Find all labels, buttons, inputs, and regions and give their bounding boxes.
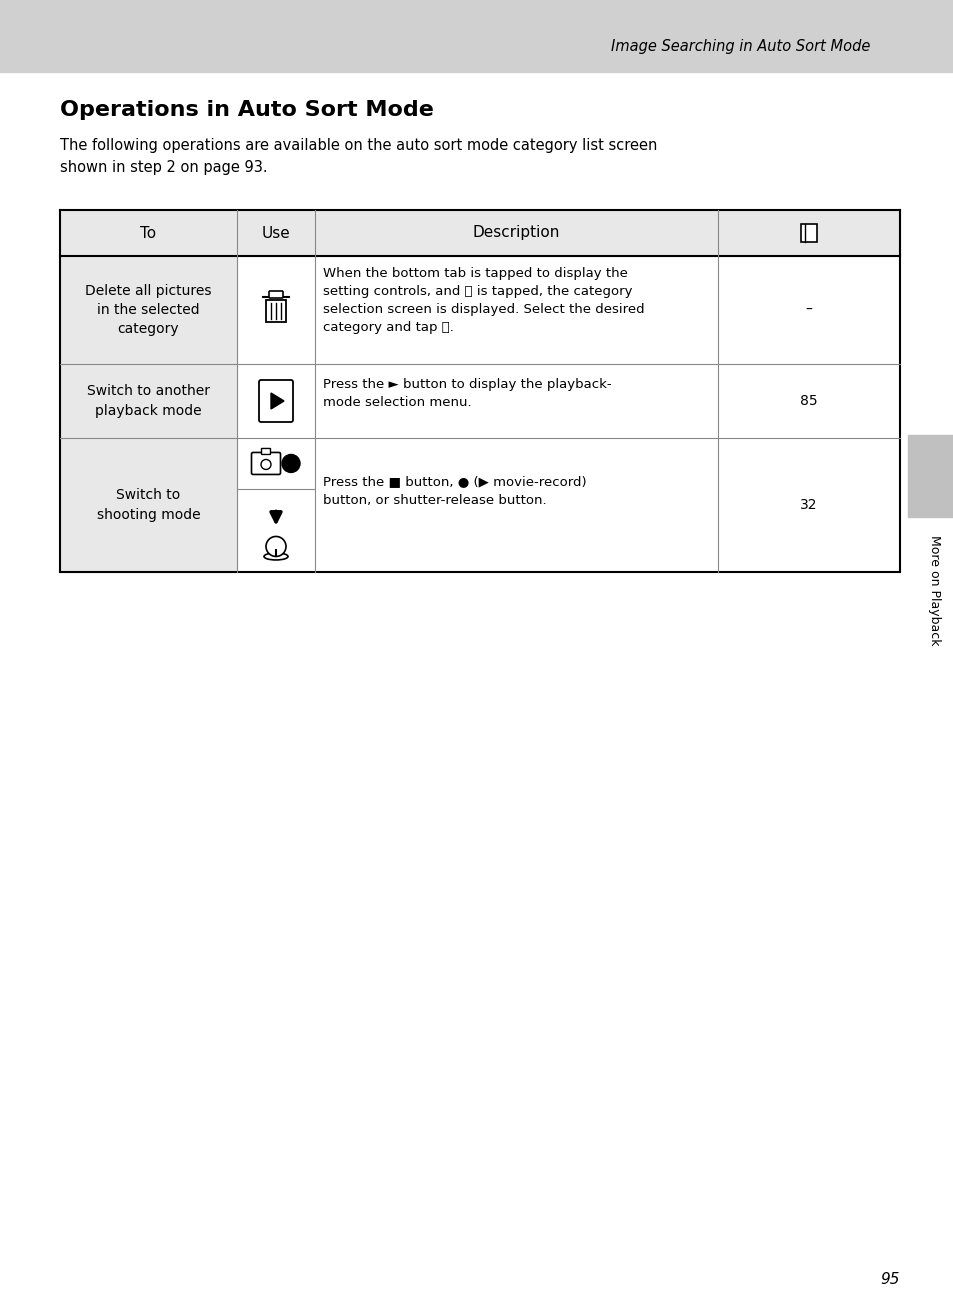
Circle shape	[266, 536, 286, 556]
Circle shape	[282, 455, 299, 473]
Text: Delete all pictures
in the selected
category: Delete all pictures in the selected cate…	[85, 284, 212, 336]
Text: –: –	[804, 304, 812, 317]
Text: Use: Use	[261, 226, 290, 240]
Text: Press the ► button to display the playback-
mode selection menu.: Press the ► button to display the playba…	[323, 378, 611, 409]
Text: Switch to another
playback mode: Switch to another playback mode	[87, 384, 210, 418]
Text: When the bottom tab is tapped to display the
setting controls, and Ⓣ is tapped, : When the bottom tab is tapped to display…	[323, 267, 644, 334]
Bar	[60, 364, 236, 438]
Text: More on Playback: More on Playback	[927, 535, 941, 645]
Text: Press the ■ button, ● (▶ movie-record)
button, or shutter-release button.: Press the ■ button, ● (▶ movie-record) b…	[323, 476, 586, 506]
Text: Operations in Auto Sort Mode: Operations in Auto Sort Mode	[60, 100, 434, 120]
FancyBboxPatch shape	[252, 452, 280, 474]
FancyBboxPatch shape	[258, 380, 293, 422]
Ellipse shape	[264, 553, 288, 560]
FancyBboxPatch shape	[266, 300, 286, 322]
Text: 32: 32	[800, 498, 817, 512]
Bar	[60, 438, 236, 572]
Polygon shape	[271, 393, 284, 409]
Text: Description: Description	[473, 226, 559, 240]
Bar	[801, 223, 816, 242]
Bar	[60, 256, 236, 364]
Text: 85: 85	[800, 394, 817, 409]
FancyBboxPatch shape	[269, 290, 283, 298]
Text: Switch to
shooting mode: Switch to shooting mode	[96, 489, 200, 522]
Text: To: To	[140, 226, 156, 240]
Bar	[0, 0, 953, 72]
Bar	[60, 210, 899, 256]
FancyBboxPatch shape	[261, 448, 271, 455]
Text: Image Searching in Auto Sort Mode: Image Searching in Auto Sort Mode	[610, 38, 869, 54]
Text: The following operations are available on the auto sort mode category list scree: The following operations are available o…	[60, 138, 657, 175]
Bar	[907, 435, 953, 516]
Text: 95: 95	[880, 1272, 899, 1288]
Circle shape	[261, 460, 271, 469]
